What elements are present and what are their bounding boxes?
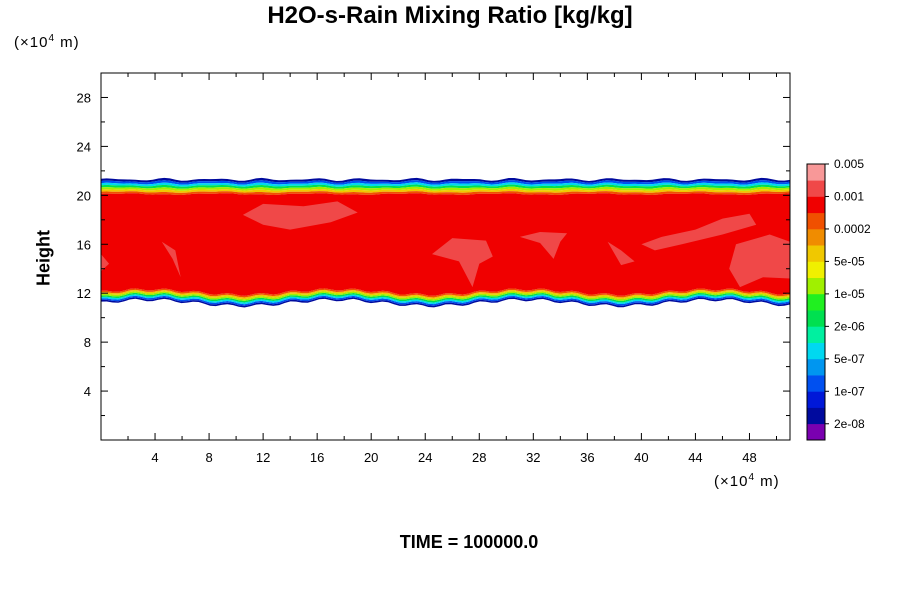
y-tick-label: 24 xyxy=(77,139,91,154)
contour-band xyxy=(101,289,790,300)
colorbar-swatch xyxy=(807,310,825,327)
colorbar-swatch xyxy=(807,164,825,181)
colorbar-swatch xyxy=(807,293,825,311)
colorbar-swatch xyxy=(807,277,825,295)
colorbar-frame xyxy=(806,163,826,441)
colorbar-label: 2e-08 xyxy=(834,417,865,431)
time-label: TIME = 100000.0 xyxy=(399,532,539,552)
contour-patch xyxy=(641,213,757,251)
colorbar-swatch xyxy=(807,407,825,425)
x-unit-prefix: (×10 xyxy=(714,473,749,490)
x-tick-label: 28 xyxy=(472,450,486,465)
contour-band xyxy=(101,182,790,187)
contour-band xyxy=(101,180,790,185)
plot-frame xyxy=(100,72,791,441)
x-unit-suffix: m) xyxy=(755,473,780,490)
colorbar-swatch xyxy=(807,391,825,408)
contour-patch xyxy=(519,232,568,259)
y-tick-label: 8 xyxy=(84,335,91,350)
y-tick-label: 4 xyxy=(84,384,91,399)
colorbar-swatch xyxy=(807,196,825,214)
contour-band xyxy=(101,184,790,189)
contour-band xyxy=(101,292,790,303)
colorbar-swatch xyxy=(807,245,825,262)
x-tick-label: 44 xyxy=(688,450,702,465)
colorbar-swatch xyxy=(807,342,825,360)
colorbar-swatch xyxy=(807,228,825,246)
x-tick-label: 20 xyxy=(364,450,378,465)
colorbar: 2e-08 1e-07 5e-07 2e-06 1e-05 5e-05 0.0002 0.00… xyxy=(806,157,871,441)
chart-title: H2O-s-Rain Mixing Ratio [kg/kg] xyxy=(267,2,633,29)
x-tick-label: 32 xyxy=(526,450,540,465)
contour-patch xyxy=(432,238,493,288)
colorbar-swatch xyxy=(807,358,825,376)
contour-patch xyxy=(729,234,790,288)
x-axis-unit: (×104 m) xyxy=(714,472,780,490)
contour-patch xyxy=(242,201,358,230)
colorbar-label: 2e-06 xyxy=(834,319,865,333)
y-tick-label: 16 xyxy=(77,237,91,252)
y-tick-label: 20 xyxy=(77,188,91,203)
colorbar-label: 5e-05 xyxy=(834,254,865,268)
x-tick-label: 4 xyxy=(151,450,158,465)
colorbar-swatch xyxy=(807,180,825,197)
contour-band xyxy=(101,291,790,301)
contour-band xyxy=(101,177,790,183)
x-tick-label: 12 xyxy=(256,450,270,465)
colorbar-label: 1e-05 xyxy=(834,287,865,301)
x-tick-label: 16 xyxy=(310,450,324,465)
y-unit-suffix: m) xyxy=(55,34,80,51)
contour-field xyxy=(101,177,790,308)
contour-patch xyxy=(607,241,635,266)
colorbar-swatch xyxy=(807,375,825,392)
y-tick-label: 28 xyxy=(77,90,91,105)
contour-patch xyxy=(161,241,181,278)
contour-band xyxy=(101,191,790,195)
contour-band xyxy=(101,186,790,191)
x-tick-label: 36 xyxy=(580,450,594,465)
colorbar-label: 5e-07 xyxy=(834,352,865,366)
contour-band xyxy=(101,295,790,306)
colorbar-swatch xyxy=(807,326,825,343)
contour-band xyxy=(101,288,790,298)
contour-band xyxy=(101,294,790,305)
y-unit-prefix: (×10 xyxy=(14,34,49,51)
contour-band xyxy=(101,297,790,308)
colorbar-swatch xyxy=(807,261,825,278)
x-unit-exponent: 4 xyxy=(748,472,756,483)
colorbar-swatch xyxy=(807,423,825,441)
contour-band xyxy=(101,188,790,193)
x-tick-label: 24 xyxy=(418,450,432,465)
y-axis-unit: (×104 m) xyxy=(14,33,80,51)
contour-patch xyxy=(101,254,110,272)
colorbar-swatch xyxy=(807,212,825,230)
colorbar-label: 0.0002 xyxy=(834,222,871,236)
colorbar-label: 0.001 xyxy=(834,190,864,204)
colorbar-label: 0.005 xyxy=(834,157,864,171)
x-tick-label: 40 xyxy=(634,450,648,465)
x-tick-label: 8 xyxy=(205,450,212,465)
y-unit-exponent: 4 xyxy=(48,33,56,44)
x-tick-label: 48 xyxy=(742,450,756,465)
colorbar-label: 1e-07 xyxy=(834,384,865,398)
y-tick-label: 12 xyxy=(77,286,91,301)
